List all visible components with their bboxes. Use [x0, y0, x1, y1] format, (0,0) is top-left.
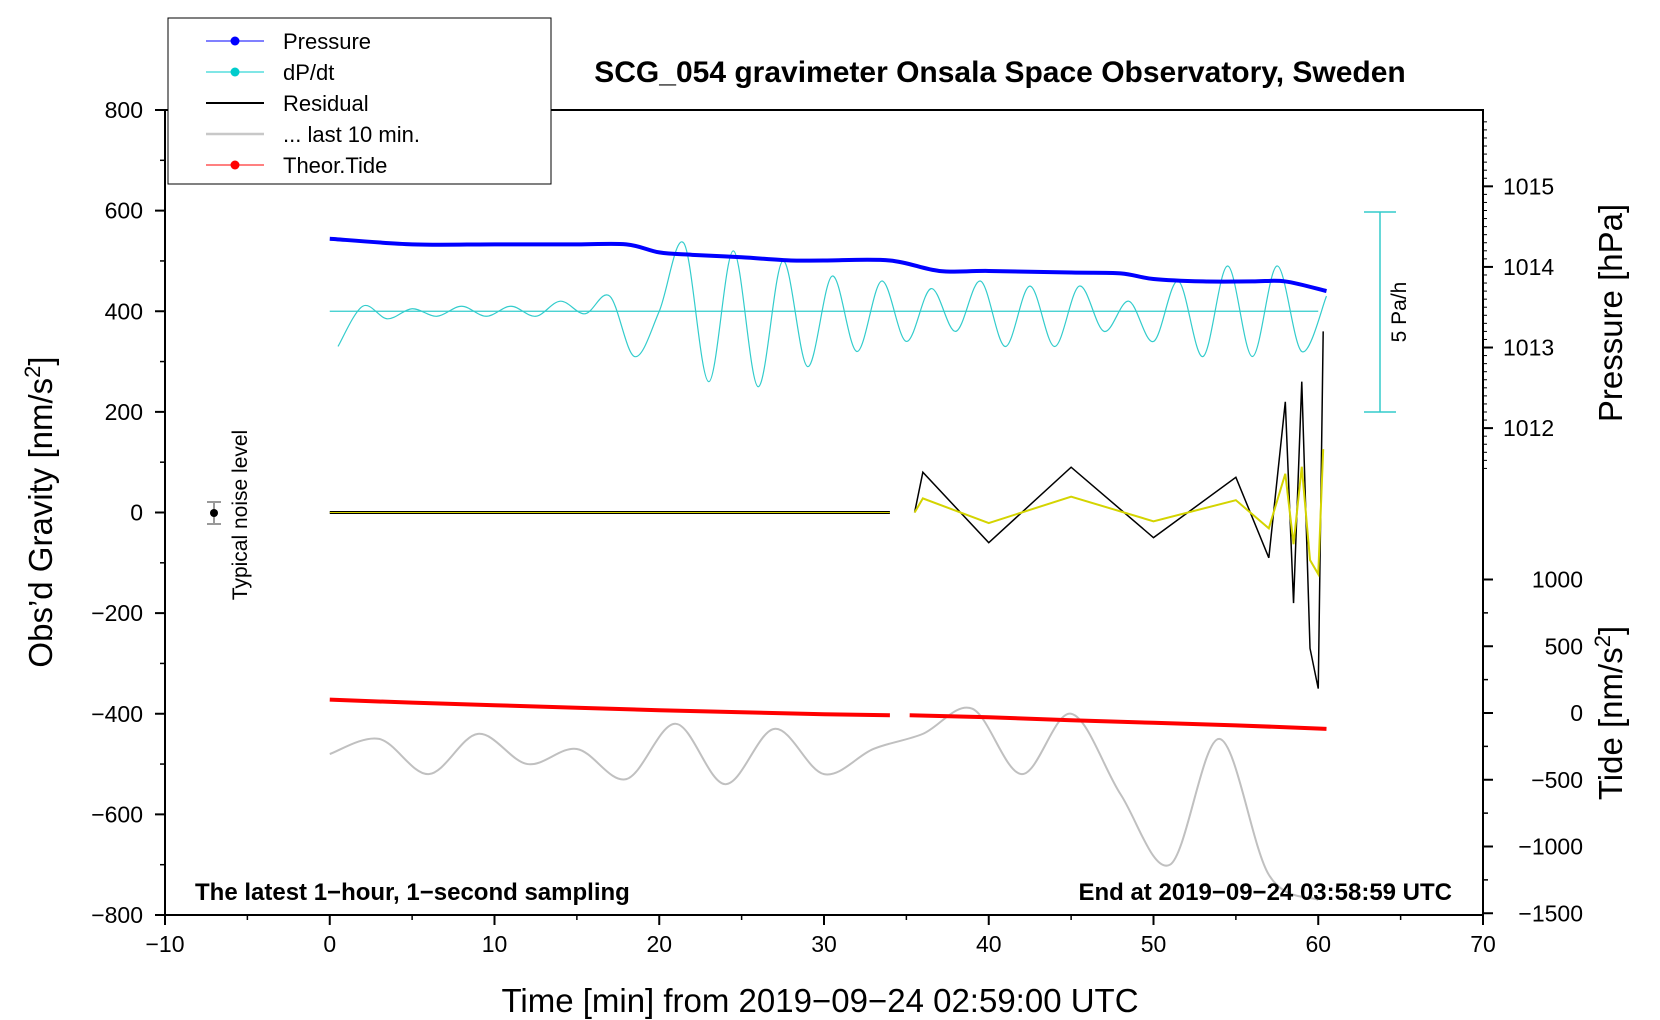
series-residual-2 — [913, 331, 1324, 689]
x-tick-label: 0 — [323, 931, 336, 957]
series-theor-tide — [329, 697, 890, 718]
y-tick-label: −400 — [91, 701, 143, 727]
legend-label: dP/dt — [283, 60, 334, 85]
noise-level-label: Typical noise level — [229, 430, 252, 600]
y-tick-label: 800 — [105, 97, 143, 123]
x-axis-label: Time [min] from 2019−09−24 02:59:00 UTC — [501, 982, 1138, 1019]
y-tick-label: −800 — [91, 902, 143, 928]
y-tick-label: 600 — [105, 198, 143, 224]
pressure-tick-label: 1013 — [1503, 335, 1554, 361]
y-tick-label: 0 — [130, 500, 143, 526]
y-axis-ticks: 800 600 400 200 0 −200 −400 −600 −800 — [91, 97, 165, 928]
x-tick-label: 60 — [1305, 931, 1331, 957]
tide-tick-label: 500 — [1545, 633, 1583, 659]
series-theor-tide-2 — [909, 713, 1327, 731]
x-tick-label: 70 — [1470, 931, 1496, 957]
series-residual-filtered-2 — [913, 449, 1325, 578]
series-last-10-min — [329, 706, 1319, 901]
scale-bar-label: 5 Pa/h — [1388, 282, 1411, 343]
tide-tick-label: −1000 — [1518, 834, 1583, 860]
y-tick-label: −600 — [91, 801, 143, 827]
pressure-tick-label: 1012 — [1503, 415, 1554, 441]
tide-tick-label: −1500 — [1518, 900, 1583, 926]
x-tick-label: 30 — [811, 931, 837, 957]
sampling-note: The latest 1−hour, 1−second sampling — [195, 879, 630, 906]
series-dpdt — [337, 241, 1328, 388]
pressure-tick-label: 1015 — [1503, 173, 1554, 199]
pressure-tick-label: 1014 — [1503, 254, 1554, 280]
legend-marker — [230, 36, 240, 46]
tide-axis-ticks: 1000 500 0 −500 −1000 −1500 — [1483, 567, 1583, 926]
y-axis-label: Obs’d Gravity [nm/s2] — [20, 356, 59, 667]
legend-label: ... last 10 min. — [283, 122, 420, 147]
legend-marker — [230, 67, 240, 77]
x-tick-label: 20 — [646, 931, 672, 957]
tide-tick-label: −500 — [1531, 767, 1583, 793]
legend-label: Pressure — [283, 29, 371, 54]
legend-marker — [230, 160, 240, 170]
x-tick-label: 10 — [482, 931, 508, 957]
noise-level-marker: Typical noise level — [207, 430, 252, 600]
legend-label: Residual — [283, 91, 369, 116]
y-tick-label: 200 — [105, 399, 143, 425]
scale-bar: 5 Pa/h — [1364, 211, 1411, 413]
x-tick-label: −10 — [145, 931, 184, 957]
legend-label: Theor.Tide — [283, 153, 387, 178]
y-tick-label: −200 — [91, 600, 143, 626]
x-tick-label: 50 — [1141, 931, 1167, 957]
y-tick-label: 400 — [105, 298, 143, 324]
chart-title: SCG_054 gravimeter Onsala Space Observat… — [594, 56, 1406, 89]
x-tick-label: 40 — [976, 931, 1002, 957]
series-pressure — [329, 236, 1327, 294]
tide-axis-label: Tide [nm/s2] — [1590, 626, 1629, 800]
pressure-axis-label: Pressure [hPa] — [1592, 204, 1629, 422]
x-axis-ticks: −10 0 10 20 30 40 50 60 70 — [145, 915, 1496, 957]
pressure-axis-ticks: 1015 1014 1013 1012 — [1483, 121, 1554, 469]
tide-tick-label: 0 — [1570, 700, 1583, 726]
tide-tick-label: 1000 — [1532, 567, 1583, 593]
series-layer — [329, 236, 1328, 901]
legend: Pressure dP/dt Residual ... last 10 min. The… — [167, 17, 552, 185]
end-time-note: End at 2019−09−24 03:58:59 UTC — [1078, 879, 1452, 906]
